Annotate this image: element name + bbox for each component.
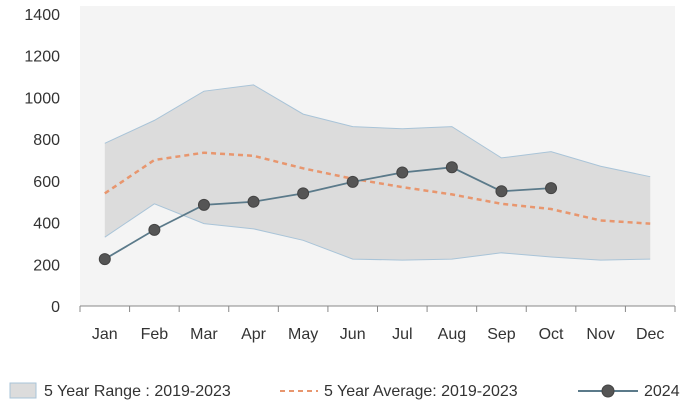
axis-layer: Jan Feb Mar Apr May Jun Jul Aug Sep Oct Nov Dec 0 200…	[24, 7, 676, 343]
x-tick-label: Jun	[340, 326, 366, 343]
series-layer	[98, 151, 651, 266]
legend-range-label: 5 Year Range : 2019-2023	[44, 383, 231, 400]
y-tick-label: 200	[33, 257, 60, 274]
legend-2024-label: 2024	[644, 383, 680, 400]
series-2024-point	[396, 166, 409, 179]
y-tick-label: 800	[33, 132, 60, 149]
series-2024-point	[346, 175, 359, 188]
legend-range-swatch	[9, 382, 37, 399]
y-tick-label: 1400	[24, 7, 60, 24]
series-2024-point	[197, 198, 210, 211]
range-band	[104, 84, 651, 261]
x-tick-label: Dec	[636, 326, 664, 343]
range-lower-edge	[104, 203, 651, 261]
y-tick-label: 0	[51, 299, 60, 316]
x-tick-label: Jul	[392, 326, 412, 343]
x-tick-label: Sep	[487, 326, 516, 343]
y-tick-label: 400	[33, 216, 60, 233]
series-2024-point	[297, 187, 310, 200]
x-tick-label: May	[288, 326, 318, 343]
x-tick-label: Jan	[92, 326, 118, 343]
legend: 5 Year Range : 2019-2023 5 Year Average:…	[9, 382, 680, 400]
series-2024-point	[445, 161, 458, 174]
y-tick-label: 1200	[24, 49, 60, 66]
y-tick-label: 1000	[24, 90, 60, 107]
legend-average-label: 5 Year Average: 2019-2023	[324, 383, 518, 400]
series-2024-point	[495, 185, 508, 198]
x-tick-label: Oct	[539, 326, 564, 343]
y-tick-label: 600	[33, 174, 60, 191]
series-2024-point	[148, 223, 161, 236]
x-tick-label: Apr	[241, 326, 267, 343]
series-2024-point	[545, 182, 558, 195]
x-tick-label: Aug	[438, 326, 466, 343]
x-tick-label: Mar	[190, 326, 218, 343]
average-line	[104, 151, 651, 225]
range-layer	[104, 84, 651, 261]
x-tick-label: Feb	[141, 326, 169, 343]
range-upper-edge	[104, 84, 651, 178]
legend-2024-marker	[601, 384, 615, 398]
series-2024-point	[98, 253, 111, 266]
series-2024-line	[104, 166, 552, 260]
x-tick-label: Nov	[586, 326, 614, 343]
series-2024-point	[247, 195, 260, 208]
